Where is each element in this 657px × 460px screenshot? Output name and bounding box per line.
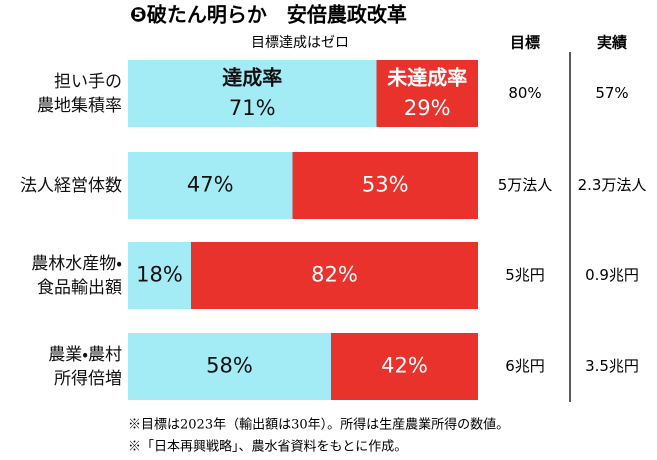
series-label: 達成率 bbox=[222, 66, 282, 90]
bar-segment bbox=[128, 60, 377, 127]
value-label: 53% bbox=[362, 173, 409, 197]
chart-subtitle: 目標達成はゼロ bbox=[251, 35, 349, 51]
bar-segment bbox=[331, 333, 478, 400]
table-cell: 80% bbox=[508, 84, 541, 102]
bar-segment bbox=[376, 60, 478, 127]
bar-segment bbox=[292, 152, 478, 219]
table-cell: 5万法人 bbox=[498, 176, 553, 194]
table-cell: 5兆円 bbox=[505, 266, 545, 284]
footnote: ※目標は2023年（輸出額は30年）。所得は生産農業所得の数値。 bbox=[128, 417, 509, 433]
bar-segment bbox=[128, 152, 293, 219]
table-cell: 3.5兆円 bbox=[585, 357, 639, 375]
bar-segment bbox=[128, 333, 331, 400]
category-label: 法人経営体数 bbox=[20, 175, 122, 196]
category-label: 農林水産物・ 食品輸出額 bbox=[31, 253, 122, 298]
table-cell: 2.3万法人 bbox=[578, 176, 647, 194]
value-label: 18% bbox=[136, 263, 183, 287]
category-label: 農業・農村 所得倍増 bbox=[48, 344, 122, 389]
chart-title: ❺破たん明らか 安倍農政改革 bbox=[130, 3, 407, 27]
table-cell: 0.9兆円 bbox=[585, 266, 639, 284]
column-header: 実績 bbox=[597, 34, 628, 52]
table-cell: 57% bbox=[595, 84, 628, 102]
value-label: 29% bbox=[404, 96, 451, 120]
footnote: ※「日本再興戦略」、農水省資料をもとに作成。 bbox=[128, 439, 407, 455]
value-label: 82% bbox=[311, 263, 358, 287]
value-label: 58% bbox=[206, 354, 253, 378]
column-header: 目標 bbox=[510, 34, 540, 52]
value-label: 71% bbox=[229, 96, 276, 120]
series-label: 未達成率 bbox=[387, 66, 467, 90]
value-label: 42% bbox=[381, 354, 428, 378]
bar-segment bbox=[191, 242, 478, 309]
category-label: 担い手の 農地集積率 bbox=[37, 71, 122, 116]
table-cell: 6兆円 bbox=[505, 357, 545, 375]
value-label: 47% bbox=[187, 173, 234, 197]
bar-segment bbox=[128, 242, 191, 309]
